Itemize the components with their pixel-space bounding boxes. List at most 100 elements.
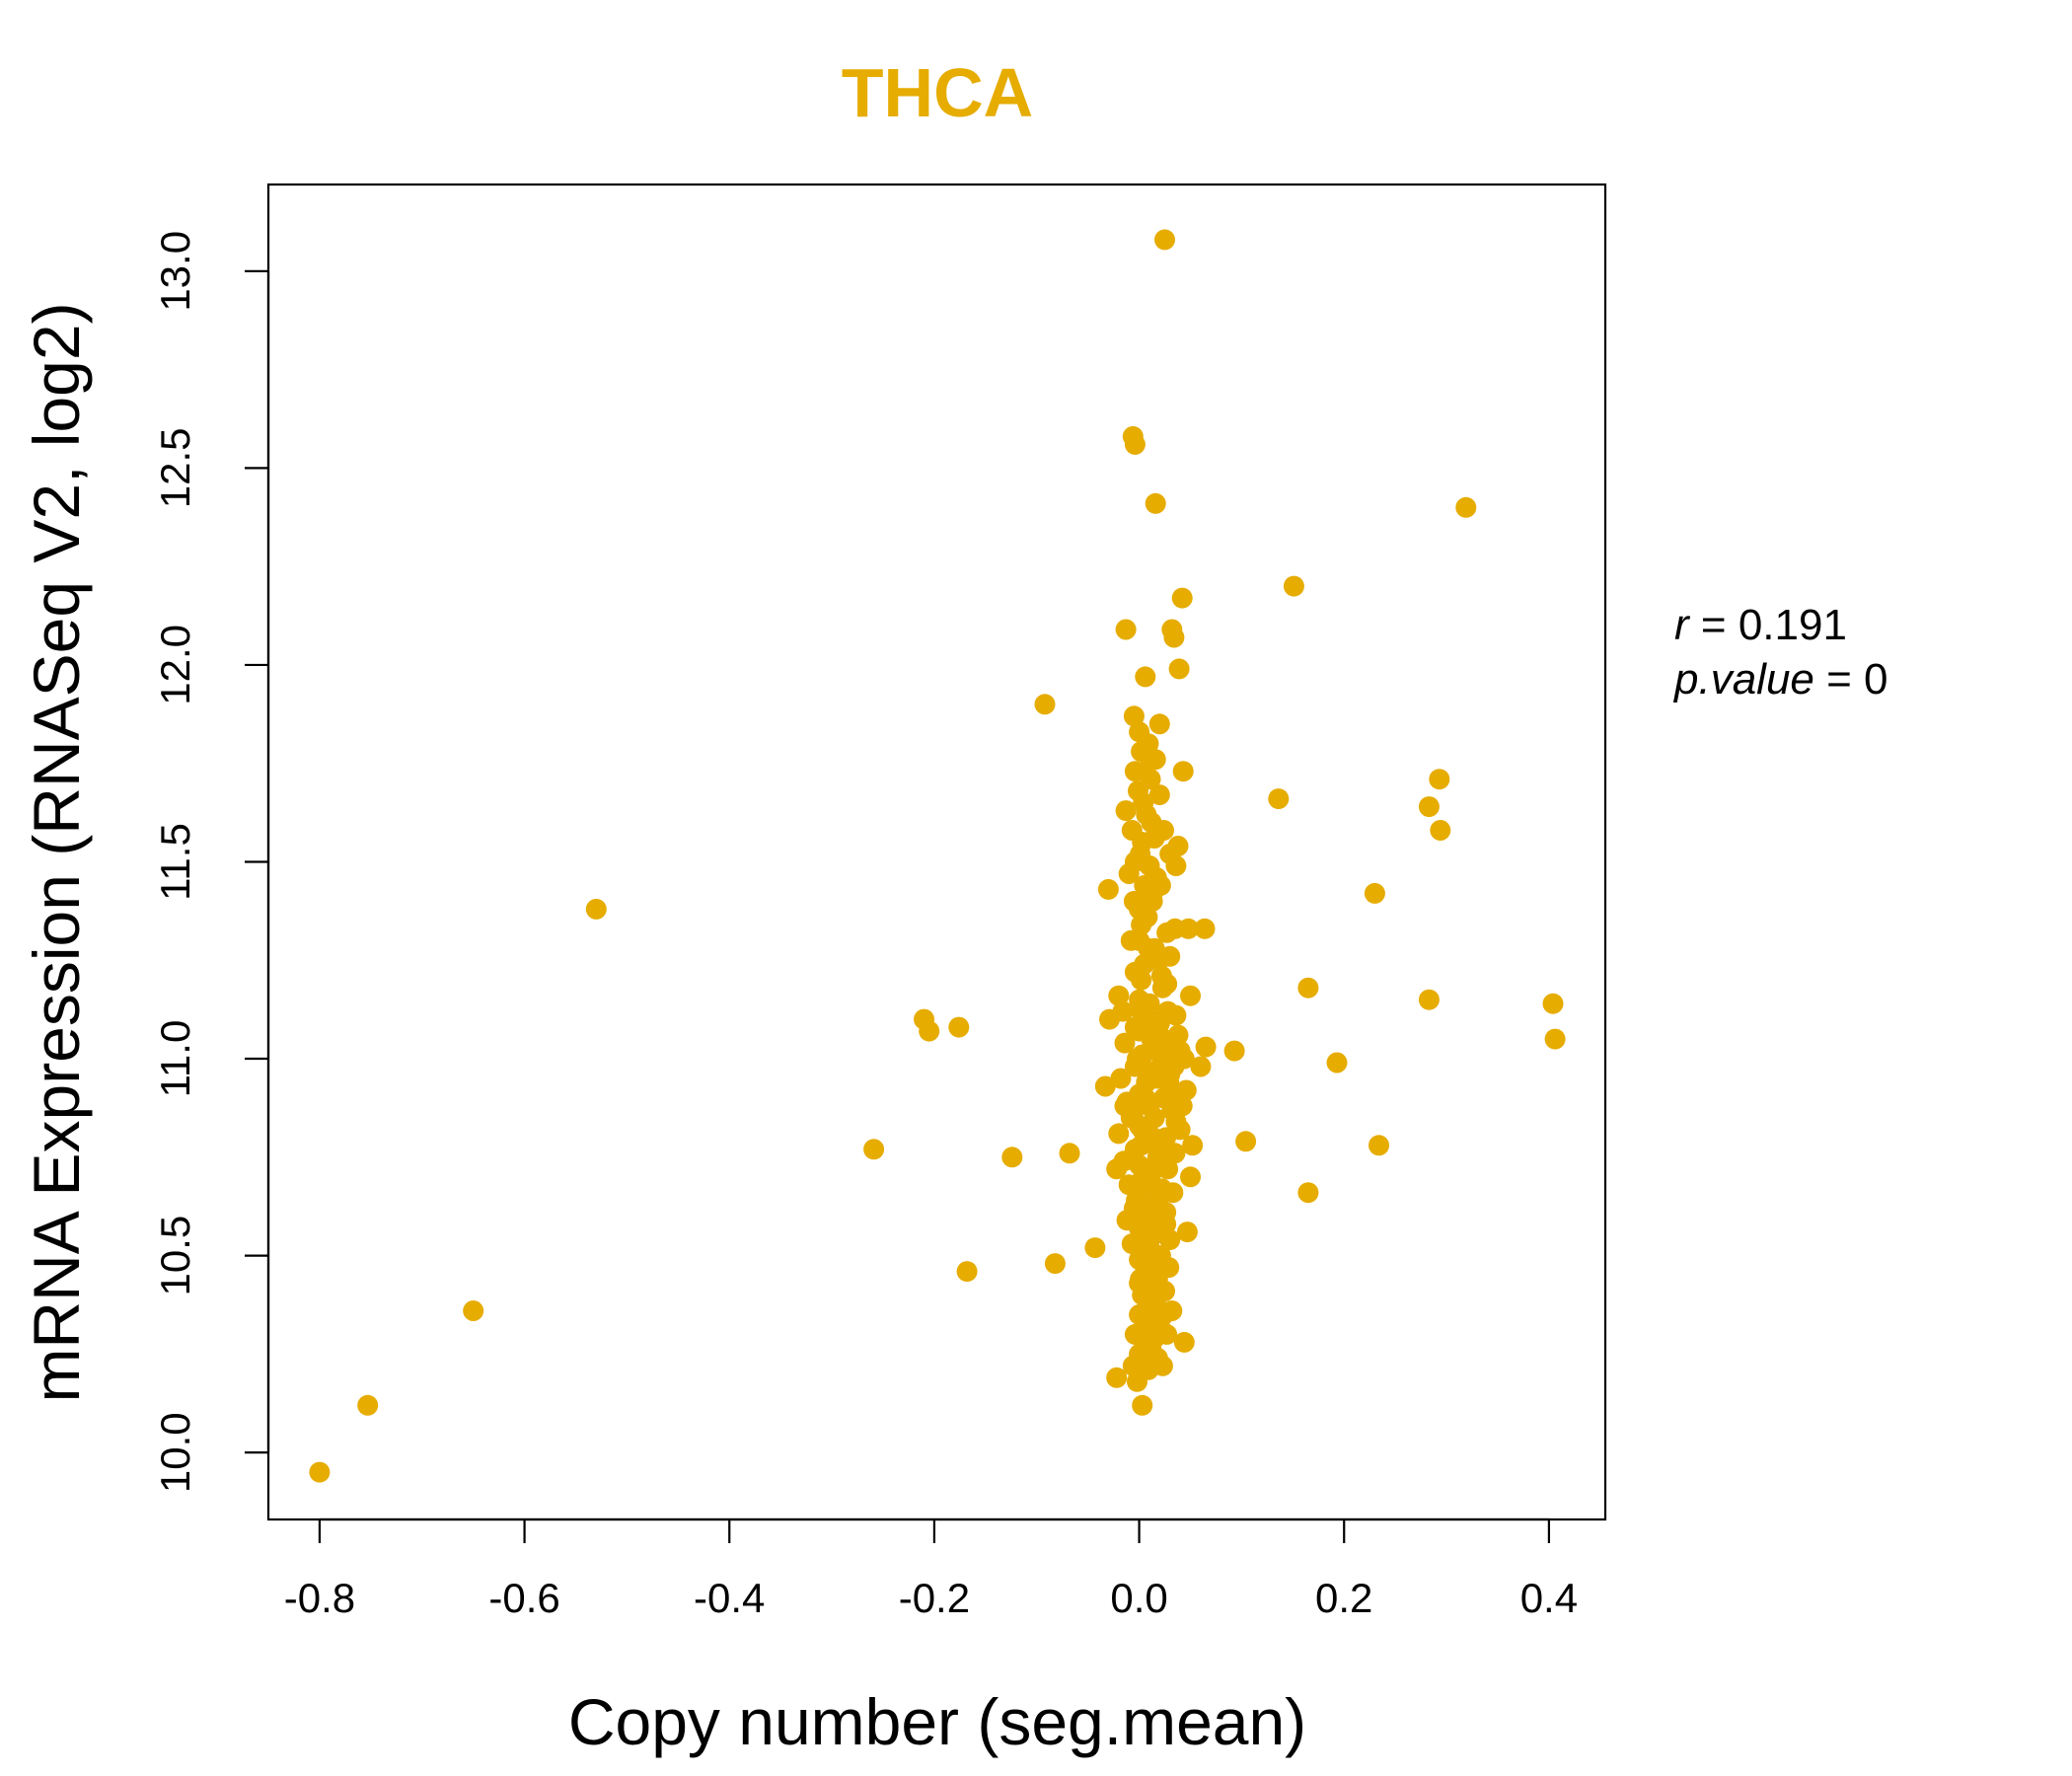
y-tick-label: 13.0 [152,231,198,312]
data-point [1097,878,1119,900]
y-axis: 10.0 10.5 11.0 11.5 12.0 12.5 13.0 [152,231,270,1493]
x-tick-label: 0.2 [1315,1575,1372,1621]
data-point [1418,989,1440,1010]
y-tick-label: 10.5 [152,1216,198,1296]
data-point [1364,882,1385,904]
y-axis-label: mRNA Expression (RNASeq V2, log2) [20,302,93,1402]
data-point [919,1020,940,1042]
data-point [1173,1048,1195,1070]
y-tick-label: 10.0 [152,1412,198,1493]
data-points [309,229,1566,1483]
data-point [1059,1143,1080,1164]
data-point [1134,906,1155,927]
y-tick-label: 11.5 [152,823,198,901]
data-point [1146,1265,1167,1286]
data-point [1108,985,1130,1006]
y-tick-label: 12.5 [152,428,198,509]
data-point [1138,937,1159,959]
data-point [1094,1075,1116,1097]
data-point [1124,1016,1146,1038]
r-annotation: r = 0.191 [1674,601,1847,649]
data-point [463,1300,484,1321]
data-point [1110,1068,1132,1089]
data-point [1106,1158,1128,1180]
data-point [1034,694,1056,715]
data-point [1176,1221,1198,1243]
data-point [1455,496,1477,518]
data-point [1118,863,1140,884]
data-point [1137,1060,1158,1081]
data-point [1133,1285,1154,1305]
data-point [309,1461,331,1483]
data-point [1326,1052,1348,1073]
data-point [1173,1331,1195,1353]
data-point [1123,705,1145,727]
data-point [1133,792,1154,814]
data-point [1112,1000,1134,1022]
data-point [1115,800,1137,822]
x-tick-label: -0.4 [694,1575,765,1621]
data-point [1145,492,1166,514]
data-point [1156,922,1178,943]
data-point [1131,969,1152,991]
data-point [1154,1182,1175,1204]
data-point [1190,1056,1212,1077]
data-point [1430,820,1451,841]
data-point [1418,796,1440,818]
data-point [948,1016,970,1038]
r-value: 0.191 [1739,601,1847,649]
data-point [1130,844,1151,864]
x-tick-label: 0.0 [1110,1575,1167,1621]
x-tick-label: -0.6 [488,1575,559,1621]
data-point [1151,977,1173,999]
data-point [1168,1087,1190,1109]
data-point [1106,1367,1128,1388]
data-point [1165,1111,1187,1133]
data-point [1177,918,1199,939]
data-point [1114,1095,1136,1117]
data-point [1182,1135,1204,1156]
data-point [1127,1370,1147,1392]
data-point [1135,666,1156,688]
data-point [1136,1229,1157,1251]
data-point [1151,1355,1173,1376]
data-point [1195,1036,1217,1058]
data-point [1171,587,1193,609]
r-symbol: r [1674,601,1691,649]
data-point [1144,828,1165,849]
data-point [1172,761,1194,782]
data-point [1141,1008,1162,1030]
y-tick-label: 12.0 [152,625,198,705]
data-point [1120,929,1142,951]
data-point [1115,619,1137,640]
data-point [1044,1253,1066,1275]
data-point [585,898,607,920]
data-point [1135,1087,1156,1109]
p-value-annotation: p.value = 0 [1672,655,1888,703]
x-tick-label: -0.8 [284,1575,355,1621]
data-point [1157,1000,1179,1022]
data-point [1084,1237,1106,1259]
data-point [1158,1072,1180,1093]
chart-title: THCA [842,54,1033,131]
data-point [1180,1166,1201,1188]
data-point [1147,1143,1169,1164]
data-point [1108,1123,1130,1145]
x-tick-label: -0.2 [899,1575,970,1621]
data-point [1132,1394,1153,1416]
data-point [1542,993,1564,1014]
data-point [1159,1229,1181,1251]
data-point [1180,985,1201,1006]
data-point [1142,1308,1163,1329]
data-point [1160,1032,1182,1054]
data-point [1283,575,1304,597]
data-point [1155,1214,1177,1235]
p-value-symbol: p.value [1672,655,1814,703]
data-point [1147,1245,1168,1267]
p-value-value: 0 [1864,655,1887,703]
data-point [1124,433,1146,455]
data-point [1145,1040,1166,1062]
data-point [1154,229,1175,251]
data-point [863,1139,885,1160]
